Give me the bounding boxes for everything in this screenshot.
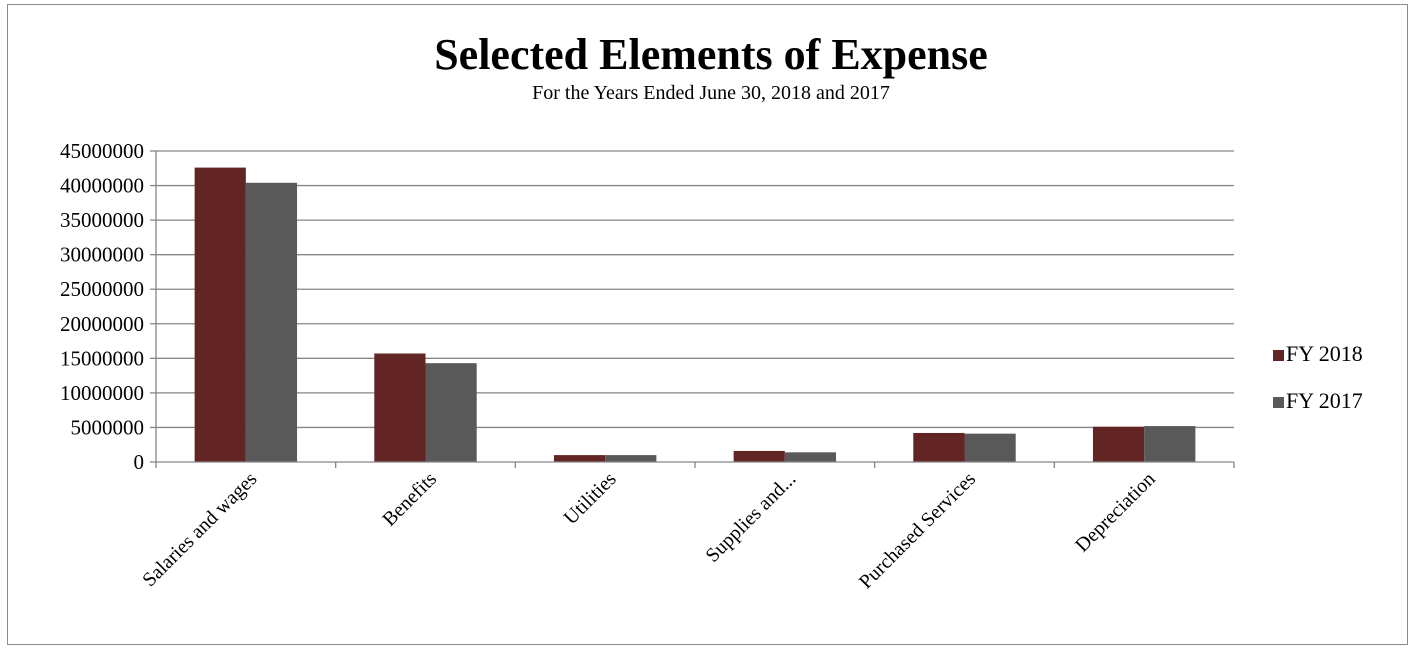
bars	[194, 167, 1196, 462]
y-tick-label: 25000000	[60, 277, 144, 301]
gridlines	[150, 150, 1234, 463]
x-category-label: Depreciation	[1071, 468, 1160, 557]
legend-swatch	[1273, 350, 1284, 361]
x-category-label: Utilities	[560, 468, 621, 529]
legend-label: FY 2017	[1286, 388, 1363, 413]
legend-label: FY 2018	[1286, 341, 1363, 366]
x-category-label: Salaries and wages	[138, 468, 261, 591]
x-axis-category-labels: Salaries and wages Benefits Utilities Suppl…	[138, 468, 1159, 593]
chart-area: Selected Elements of Expense For the Yea…	[7, 4, 1408, 645]
bar-fy-2018	[553, 455, 606, 462]
bar-fy-2018	[733, 450, 785, 462]
y-tick-label: 35000000	[60, 208, 144, 232]
bar-fy-2017	[1144, 426, 1196, 462]
y-tick-label: 10000000	[60, 381, 144, 405]
bar-fy-2017	[964, 433, 1016, 462]
bar-fy-2018	[194, 167, 246, 462]
bar-chart: Selected Elements of Expense For the Yea…	[60, 30, 1363, 593]
bar-fy-2018	[374, 353, 426, 462]
legend: FY 2018 FY 2017	[1273, 341, 1363, 413]
y-tick-label: 0	[134, 450, 145, 474]
x-category-label: Supplies and...	[702, 468, 801, 567]
axes	[155, 151, 1235, 468]
bar-fy-2017	[784, 452, 837, 462]
y-axis-tick-labels: 0 5000000 10000000 15000000 20000000 25000000…	[60, 139, 144, 474]
y-tick-label: 5000000	[71, 415, 145, 439]
bar-fy-2017	[425, 363, 477, 462]
chart-title: Selected Elements of Expense	[434, 30, 988, 79]
y-tick-label: 40000000	[60, 174, 144, 198]
legend-swatch	[1273, 397, 1284, 408]
y-tick-label: 20000000	[60, 312, 144, 336]
x-category-label: Purchased Services	[855, 468, 980, 593]
x-category-label: Benefits	[378, 468, 441, 531]
chart-subtitle: For the Years Ended June 30, 2018 and 20…	[532, 82, 890, 104]
bar-fy-2018	[1092, 426, 1145, 462]
y-tick-label: 45000000	[60, 139, 144, 163]
bar-fy-2018	[913, 432, 965, 462]
bar-fy-2017	[245, 182, 298, 462]
y-tick-label: 15000000	[60, 346, 144, 370]
bar-fy-2017	[605, 455, 657, 462]
y-tick-label: 30000000	[60, 243, 144, 267]
